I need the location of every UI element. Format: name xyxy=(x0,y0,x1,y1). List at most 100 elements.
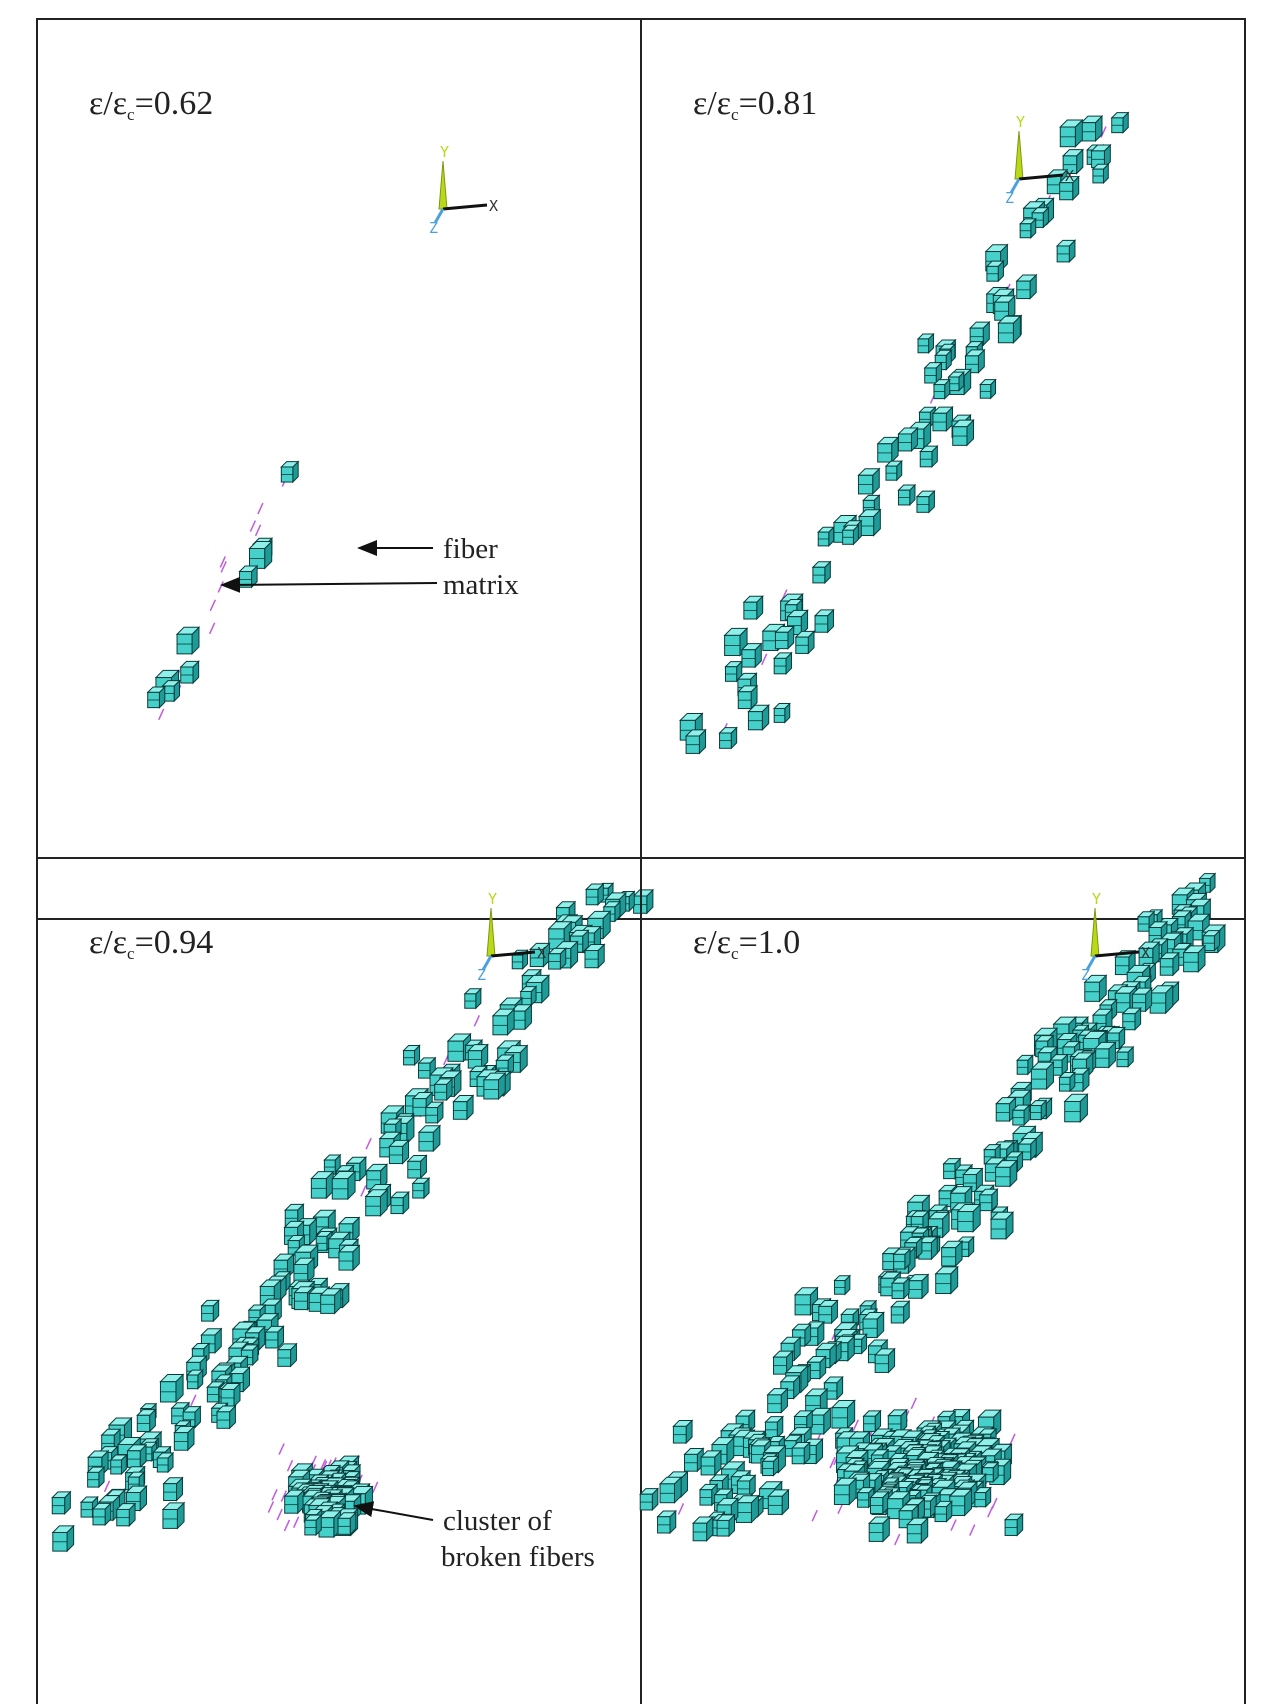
fiber-dash xyxy=(951,1520,956,1531)
element-block xyxy=(1082,116,1102,141)
element-block xyxy=(987,261,1004,281)
element-block xyxy=(1203,931,1219,951)
z-axis-label: Z xyxy=(429,219,438,237)
element-block xyxy=(720,728,737,749)
fiber-dash xyxy=(970,1525,975,1536)
element-block xyxy=(413,1178,429,1198)
element-block xyxy=(763,1456,779,1475)
element-block xyxy=(736,1496,758,1523)
element-block xyxy=(864,1411,881,1432)
element-block xyxy=(686,730,705,754)
element-block xyxy=(217,1406,235,1428)
element-block xyxy=(980,380,995,399)
element-block xyxy=(858,469,879,494)
fiber-dash xyxy=(268,1502,273,1513)
element-block xyxy=(953,420,974,445)
axis-triad: YXZ xyxy=(429,143,498,237)
element-block xyxy=(187,1370,202,1389)
element-block xyxy=(768,1389,788,1413)
element-block xyxy=(991,1212,1013,1239)
element-block xyxy=(1123,1008,1141,1030)
element-block xyxy=(980,1189,998,1210)
element-block xyxy=(742,644,761,667)
panels: ε/εc=0.62YXZfibermatrixε/εc=0.81YXZε/εc=… xyxy=(37,19,1245,1704)
element-block xyxy=(1112,113,1129,133)
element-block xyxy=(338,1513,356,1535)
element-block xyxy=(305,1515,321,1535)
element-block xyxy=(815,610,833,632)
label-symbol: ε/ε xyxy=(693,924,731,961)
element-block xyxy=(389,1140,408,1163)
element-block xyxy=(886,461,902,480)
element-block xyxy=(701,1451,721,1475)
element-block xyxy=(819,1301,838,1324)
element-block xyxy=(281,462,298,482)
element-block xyxy=(920,446,937,467)
element-block xyxy=(892,1278,909,1299)
element-block xyxy=(160,1375,183,1402)
element-block xyxy=(765,1417,782,1438)
element-block xyxy=(818,527,833,546)
element-block xyxy=(918,334,933,353)
element-block xyxy=(768,1490,788,1514)
element-block xyxy=(1057,240,1075,262)
element-block xyxy=(870,1492,888,1514)
element-block xyxy=(936,1267,958,1294)
fiber-dash xyxy=(1010,1434,1015,1445)
strain-label: ε/εc=0.81 xyxy=(693,85,817,124)
y-axis xyxy=(1091,908,1099,956)
fiber-dash xyxy=(911,1398,916,1409)
fiber-dash xyxy=(250,521,255,532)
fiber-dash xyxy=(474,1015,479,1026)
strain-label: ε/εc=1.0 xyxy=(693,924,800,963)
element-block xyxy=(796,631,814,653)
element-block xyxy=(748,705,768,730)
element-block xyxy=(832,1401,855,1429)
y-axis-label: Y xyxy=(440,143,449,161)
element-block xyxy=(1017,275,1037,299)
element-block xyxy=(909,1275,929,1299)
element-block xyxy=(586,884,603,905)
element-block xyxy=(898,428,917,451)
element-block xyxy=(1005,1514,1023,1535)
element-block xyxy=(366,1190,387,1216)
element-block xyxy=(493,1009,514,1035)
element-block xyxy=(934,380,950,399)
element-block xyxy=(1117,1047,1133,1067)
element-block xyxy=(332,1171,355,1199)
element-block xyxy=(1059,1073,1074,1092)
fiber-dash xyxy=(279,1444,284,1455)
element-block xyxy=(1020,219,1036,238)
element-block xyxy=(1160,953,1179,975)
element-block xyxy=(813,562,830,583)
element-block xyxy=(181,661,199,683)
fiber-dash xyxy=(361,1185,366,1196)
element-block xyxy=(834,1478,856,1504)
element-block xyxy=(278,1344,297,1367)
fiber-dash xyxy=(210,623,215,634)
x-axis-label: X xyxy=(1141,944,1150,962)
element-block xyxy=(148,687,165,708)
fiber-dash xyxy=(159,709,164,720)
element-block xyxy=(117,1504,135,1526)
element-block xyxy=(1031,1062,1053,1089)
annotation: fiber xyxy=(443,533,498,565)
element-block xyxy=(177,627,199,654)
z-axis-label: Z xyxy=(1005,189,1014,207)
element-block xyxy=(1030,1101,1046,1120)
fiber-dash xyxy=(288,1460,293,1471)
fiber-dash xyxy=(210,600,215,611)
element-block xyxy=(391,1192,409,1213)
element-block xyxy=(321,1289,341,1314)
element-block xyxy=(468,1045,487,1069)
annotation: cluster of xyxy=(443,1505,552,1537)
element-block xyxy=(949,372,964,390)
element-block xyxy=(453,1095,473,1119)
element-block xyxy=(843,525,859,544)
element-block xyxy=(174,1426,194,1450)
element-block xyxy=(419,1126,440,1151)
element-block xyxy=(137,1410,155,1432)
fiber-dash xyxy=(895,1534,900,1545)
element-block xyxy=(774,653,791,674)
element-block xyxy=(634,890,653,913)
